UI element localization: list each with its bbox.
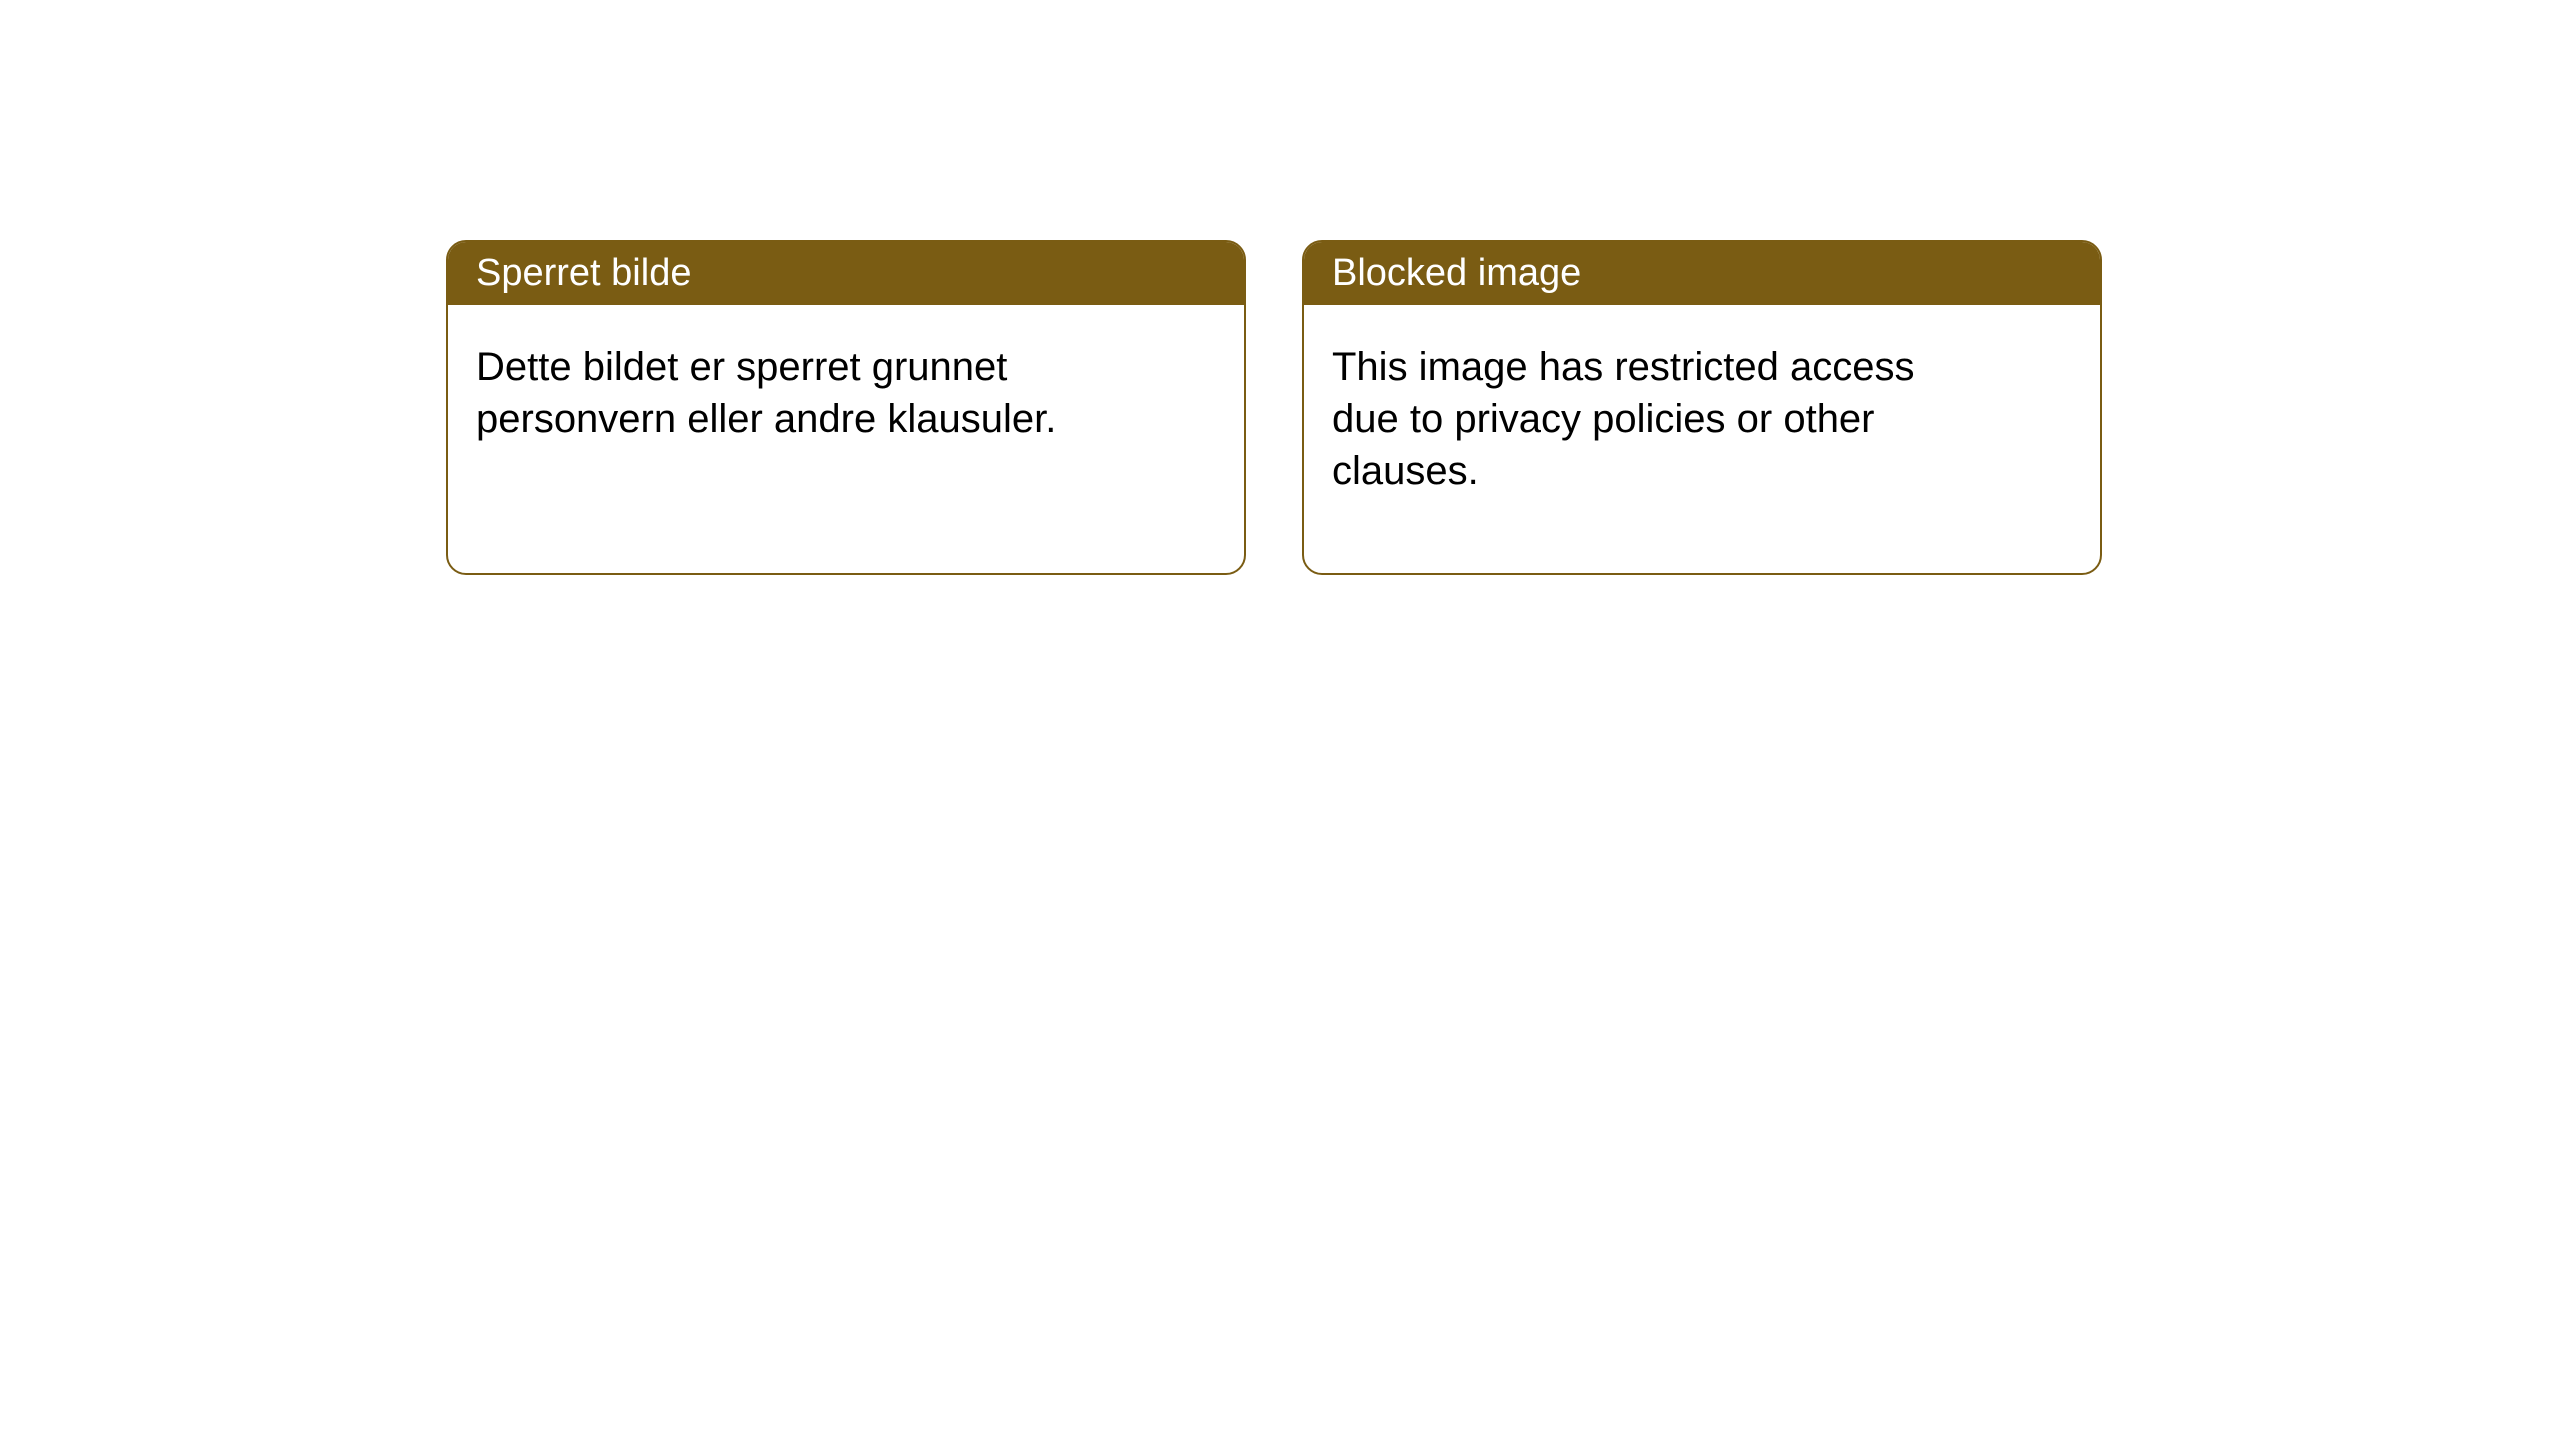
notice-body: This image has restricted access due to … (1304, 305, 1984, 533)
notice-header: Sperret bilde (448, 242, 1244, 305)
notice-body: Dette bildet er sperret grunnet personve… (448, 305, 1128, 481)
notice-title: Sperret bilde (476, 252, 691, 294)
notice-header: Blocked image (1304, 242, 2100, 305)
notice-card-norwegian: Sperret bilde Dette bildet er sperret gr… (446, 240, 1246, 575)
notice-card-english: Blocked image This image has restricted … (1302, 240, 2102, 575)
notice-text: Dette bildet er sperret grunnet personve… (476, 345, 1056, 441)
notice-container: Sperret bilde Dette bildet er sperret gr… (0, 0, 2560, 575)
notice-title: Blocked image (1332, 252, 1581, 294)
notice-text: This image has restricted access due to … (1332, 345, 1914, 493)
